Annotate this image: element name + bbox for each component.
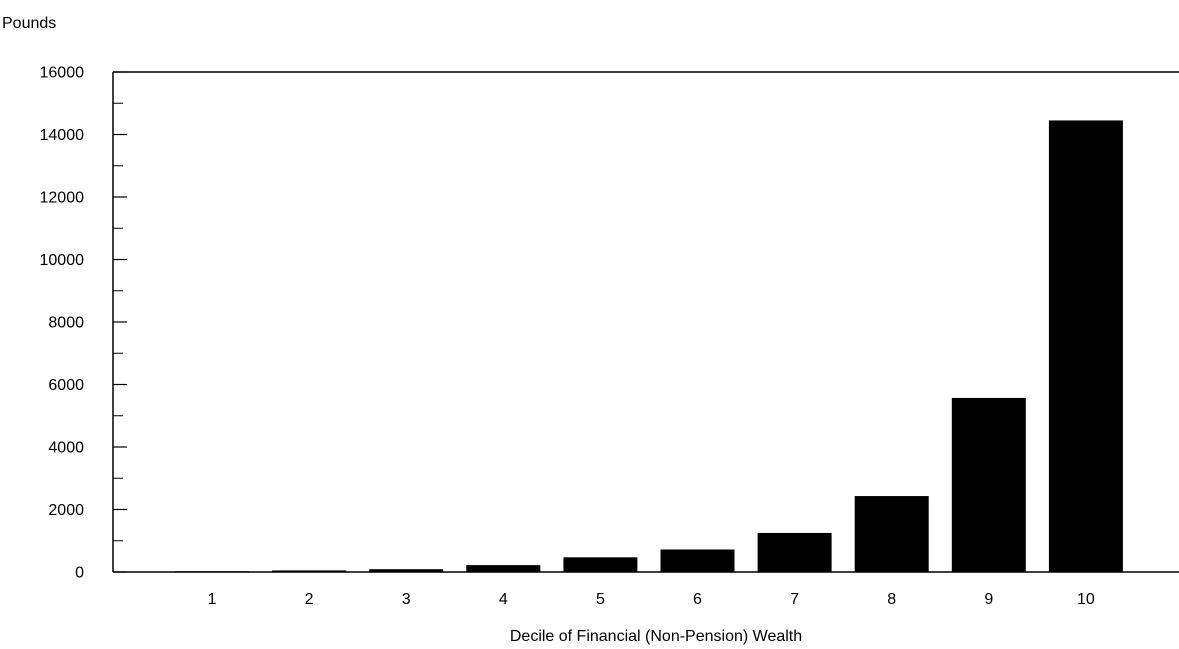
y-ticks: 0 2000 4000 6000 8000 10000 12000 14000 16000 <box>40 65 127 582</box>
x-tick-label: 9 <box>984 591 993 608</box>
bar-decile-8 <box>854 496 929 572</box>
bars <box>175 120 1123 572</box>
bar-decile-10 <box>1048 120 1123 572</box>
x-tick-label: 8 <box>887 591 896 608</box>
y-tick-label: 6000 <box>48 377 84 394</box>
x-tick-label: 1 <box>208 591 217 608</box>
y-tick-label: 0 <box>75 565 84 582</box>
bar-decile-3 <box>369 569 444 572</box>
x-tick-label: 7 <box>790 591 799 608</box>
y-tick-label: 8000 <box>48 315 84 332</box>
x-tick-label: 4 <box>499 591 508 608</box>
y-axis-label: Pounds <box>2 15 56 32</box>
x-tick-label: 3 <box>402 591 411 608</box>
x-tick-label: 6 <box>693 591 702 608</box>
bar-decile-7 <box>757 532 832 572</box>
x-tick-label: 10 <box>1077 591 1095 608</box>
y-tick-label: 16000 <box>40 65 85 82</box>
y-tick-label: 2000 <box>48 502 84 519</box>
bar-decile-4 <box>466 565 541 572</box>
y-tick-label: 4000 <box>48 440 84 457</box>
bar-decile-6 <box>660 549 735 572</box>
x-tick-label: 2 <box>305 591 314 608</box>
x-tick-label: 5 <box>596 591 605 608</box>
y-tick-label: 12000 <box>40 190 85 207</box>
x-tick-labels: 1 2 3 4 5 6 7 8 9 10 <box>208 591 1095 608</box>
y-tick-label: 14000 <box>40 127 85 144</box>
bar-decile-1 <box>175 571 249 572</box>
bar-decile-2 <box>272 570 347 572</box>
x-axis-label: Decile of Financial (Non-Pension) Wealth <box>510 628 802 645</box>
bar-decile-5 <box>563 557 638 572</box>
bar-decile-9 <box>951 397 1026 572</box>
y-tick-label: 10000 <box>40 252 85 269</box>
